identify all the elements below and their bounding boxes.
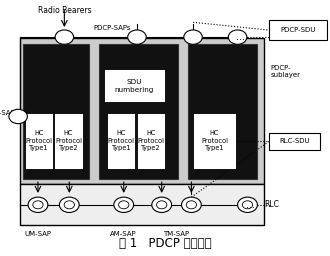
- Bar: [137, 113, 165, 169]
- Text: HC
Protocol
Type1: HC Protocol Type1: [25, 130, 52, 151]
- Text: AM-SAP: AM-SAP: [111, 231, 137, 237]
- Text: HC
Protocol
Type1: HC Protocol Type1: [201, 130, 228, 151]
- Circle shape: [156, 201, 167, 209]
- Text: PDCP-SAPs: PDCP-SAPs: [93, 25, 131, 31]
- Circle shape: [152, 197, 172, 212]
- Circle shape: [118, 201, 129, 209]
- Text: 图 1   PDCP 模块结构: 图 1 PDCP 模块结构: [119, 237, 211, 250]
- Circle shape: [114, 197, 134, 212]
- Circle shape: [9, 109, 27, 124]
- Circle shape: [28, 197, 48, 212]
- Bar: [54, 113, 82, 169]
- Circle shape: [184, 30, 202, 44]
- Bar: [107, 113, 135, 169]
- Text: UM-SAP: UM-SAP: [24, 231, 51, 237]
- Bar: [104, 69, 165, 102]
- Circle shape: [33, 201, 43, 209]
- Bar: [20, 38, 264, 184]
- Bar: [269, 20, 327, 40]
- Text: HC
Protocol
Type2: HC Protocol Type2: [138, 130, 164, 151]
- Bar: [193, 113, 236, 169]
- Text: Radio Bearers: Radio Bearers: [38, 6, 91, 15]
- Text: PDCP-SDU: PDCP-SDU: [280, 27, 315, 33]
- Text: TM-SAP: TM-SAP: [163, 231, 190, 237]
- Text: HC
Protocol
Type1: HC Protocol Type1: [108, 130, 135, 151]
- Circle shape: [128, 30, 146, 44]
- Text: PDCP-
sublayer: PDCP- sublayer: [271, 65, 301, 78]
- Text: HC
Protocol
Type2: HC Protocol Type2: [55, 130, 82, 151]
- Bar: [188, 44, 257, 179]
- Circle shape: [238, 197, 257, 212]
- Circle shape: [182, 197, 201, 212]
- Circle shape: [59, 197, 79, 212]
- Circle shape: [228, 30, 247, 44]
- Text: ...: ...: [246, 200, 255, 210]
- Bar: [269, 133, 320, 150]
- Text: C-SAP: C-SAP: [0, 110, 15, 116]
- Circle shape: [186, 201, 197, 209]
- Text: ...: ...: [236, 32, 246, 42]
- Text: RLC-SDU: RLC-SDU: [279, 138, 310, 144]
- Circle shape: [55, 30, 74, 44]
- Text: RLC: RLC: [264, 200, 279, 209]
- Circle shape: [64, 201, 75, 209]
- Bar: [20, 184, 264, 225]
- Bar: [25, 113, 53, 169]
- Bar: [99, 44, 178, 179]
- Circle shape: [242, 201, 253, 209]
- Text: SDU
numbering: SDU numbering: [115, 79, 154, 92]
- Bar: [23, 44, 89, 179]
